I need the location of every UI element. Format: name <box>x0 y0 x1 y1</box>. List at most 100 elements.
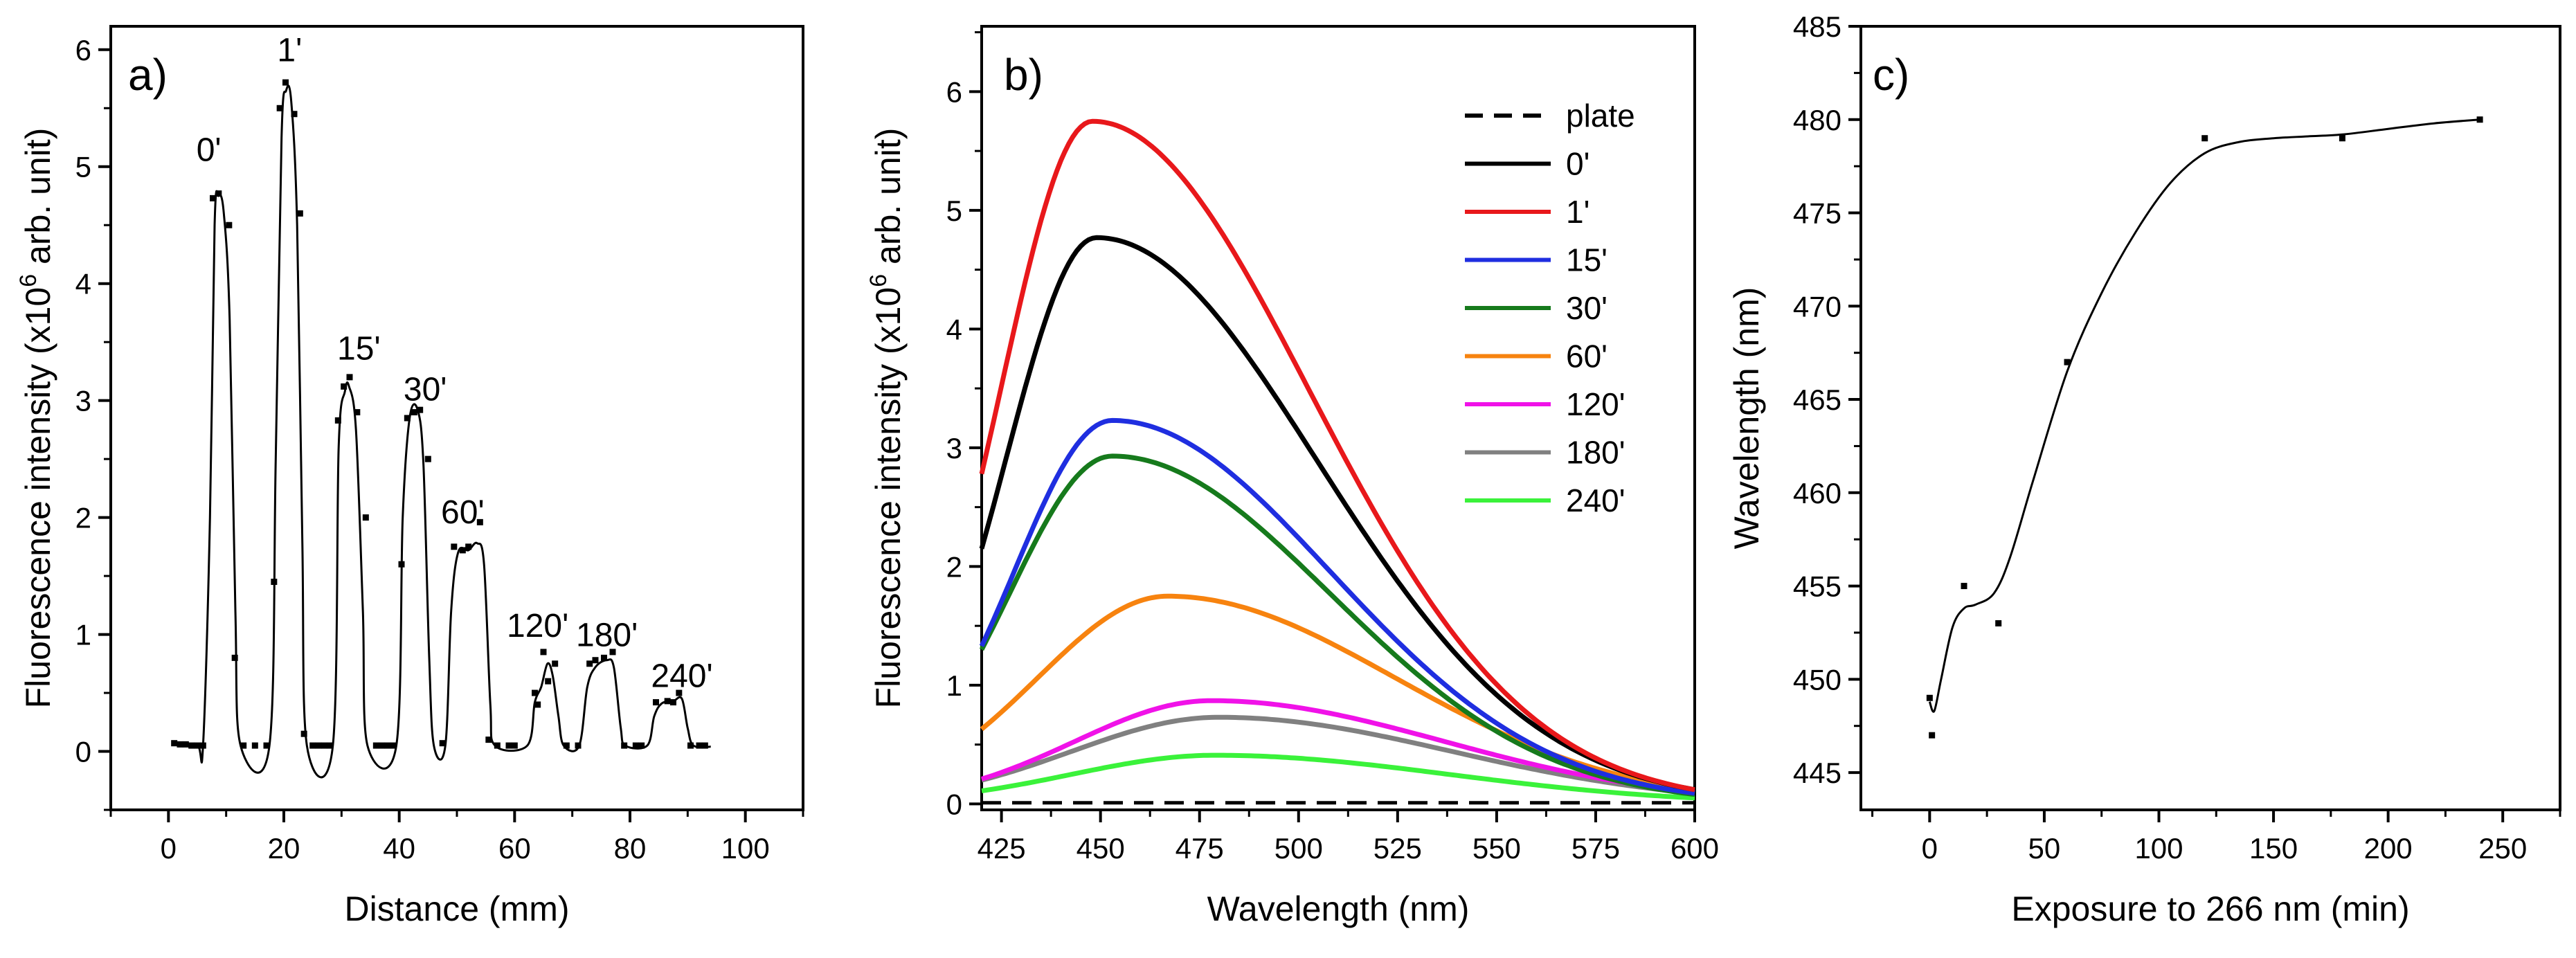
panel-a-xtick-label: 40 <box>383 832 415 865</box>
panel-a-data-point <box>411 409 417 416</box>
panel-a-data-point <box>494 742 501 749</box>
panel-a-data-point <box>354 409 361 416</box>
panel-a-data-points <box>171 79 708 749</box>
panel-b-xtick-label: 475 <box>1176 832 1224 865</box>
panel-b-legend-label: 60' <box>1566 338 1607 374</box>
panel-c-frame <box>1859 25 2561 811</box>
panel-a-data-point <box>621 742 628 749</box>
panel-b-series-line <box>979 235 1695 793</box>
panel-b-ytick-label: 1 <box>946 669 962 702</box>
panel-c-data-point <box>1929 732 1936 739</box>
panel-a-data-point <box>586 660 593 667</box>
panel-a-data-point <box>476 518 483 525</box>
panel-c-ytick-label: 450 <box>1793 663 1841 696</box>
panel-c-xtick-label: 200 <box>2364 832 2413 865</box>
panel-a-data-point <box>609 649 616 656</box>
panel-b-legend: plate 0' 1' 15' 30' 60' 120' 180' 240' <box>1465 98 1635 518</box>
panel-c-ytick-label: 460 <box>1793 477 1841 509</box>
panel-a-data-point <box>505 742 512 749</box>
panel-a-data-point <box>540 649 547 656</box>
panel-c-data-point <box>1961 583 1967 590</box>
panel-a-data-point <box>485 736 492 743</box>
panel-a-data-point <box>300 730 307 737</box>
panel-a-distance-profile: 0 20 40 60 80 100 0 1 2 3 4 5 6 0' 1' 15' 30' 60' 120' 180… <box>15 25 804 928</box>
panel-a-data-point <box>231 654 238 661</box>
panel-c-xtick-label: 150 <box>2249 832 2298 865</box>
panel-a-data-point <box>632 742 639 749</box>
panel-a-data-point <box>182 741 189 748</box>
panel-a-data-point <box>215 190 222 197</box>
panel-b-legend-label: 180' <box>1566 435 1625 471</box>
panel-b-ytick-label: 3 <box>946 432 962 464</box>
panel-a-data-point <box>545 678 552 685</box>
panel-c-ytick-label: 445 <box>1793 757 1841 789</box>
panel-a-data-point <box>696 742 703 749</box>
panel-c-ytick-label: 455 <box>1793 570 1841 603</box>
panel-a-annotation: 180' <box>576 617 638 653</box>
panel-b-xtick-label: 525 <box>1373 832 1422 865</box>
panel-a-ytick-label: 2 <box>75 502 91 534</box>
panel-a-data-point <box>171 740 178 747</box>
panel-a-data-point <box>334 417 341 424</box>
panel-a-annotations: 0' 1' 15' 30' 60' 120' 180' 240' <box>197 33 713 695</box>
panel-b-legend-label: 1' <box>1566 194 1589 230</box>
panel-a-data-point <box>534 701 541 708</box>
panel-c-data-point <box>1926 694 1933 701</box>
panel-a-data-point <box>362 514 369 521</box>
panel-a-data-point <box>398 561 405 568</box>
panel-a-data-point <box>315 742 322 749</box>
panel-a-data-point <box>439 740 446 747</box>
panel-c-data-point <box>1995 620 2002 626</box>
panel-a-ytick-label: 6 <box>75 34 91 66</box>
panel-a-data-point <box>296 210 303 217</box>
panel-a-data-point <box>451 543 458 550</box>
panel-a-data-point <box>417 406 424 413</box>
panel-c-label: c) <box>1873 50 1909 100</box>
panel-c-peak-wavelength: 0 50 100 150 200 250 445 450 455 460 465 470 475 480 4… <box>1727 10 2561 928</box>
panel-a-data-point <box>601 654 607 661</box>
panel-a-annotation: 60' <box>441 494 485 531</box>
panel-a-data-point <box>552 660 559 667</box>
panel-a-data-point <box>271 579 278 586</box>
panel-b-legend-label: 240' <box>1566 482 1625 518</box>
panel-c-data-points <box>1926 116 2483 739</box>
panel-a-data-point <box>346 374 353 381</box>
panel-a-data-point <box>188 742 195 749</box>
panel-a-data-point <box>199 742 206 749</box>
panel-a-ytick-label: 0 <box>75 736 91 768</box>
panel-a-ytick-label: 1 <box>75 619 91 651</box>
panel-a-ytick-label: 3 <box>75 385 91 417</box>
panel-b-ytick-label: 6 <box>946 75 962 108</box>
panel-b-series-line <box>980 698 1695 795</box>
panel-c-axes: 0 50 100 150 200 250 445 450 455 460 465 470 475 480 4… <box>1793 10 2561 865</box>
panel-b-ytick-label: 4 <box>946 313 962 345</box>
panel-a-data-point <box>194 742 201 749</box>
panel-a-data-point <box>404 415 411 422</box>
panel-b-xtick-label: 450 <box>1077 832 1125 865</box>
panel-a-data-point <box>592 657 599 664</box>
panel-a-annotation: 15' <box>337 331 381 368</box>
panel-a-data-point <box>424 455 431 462</box>
panel-a-label: a) <box>128 50 168 100</box>
panel-b-series-line <box>979 453 1695 797</box>
panel-c-ytick-label: 465 <box>1793 383 1841 416</box>
panel-a-data-point <box>291 111 298 118</box>
panel-b-ytick-label: 2 <box>946 550 962 583</box>
panel-a-xtick-label: 80 <box>614 832 647 865</box>
panel-c-data-point <box>2339 135 2345 142</box>
panel-c-ylabel: Wavelength (nm) <box>1727 287 1766 550</box>
panel-c-xtick-label: 250 <box>2478 832 2527 865</box>
panel-a-data-point <box>210 195 216 201</box>
panel-a-data-point <box>372 742 379 749</box>
panel-b-legend-label: 15' <box>1566 242 1607 278</box>
panel-a-annotation: 120' <box>507 608 568 644</box>
panel-c-data-point <box>2064 359 2071 365</box>
panel-a-data-point <box>226 222 233 228</box>
panel-a-data-point <box>670 699 676 706</box>
panel-c-xtick-label: 100 <box>2134 832 2183 865</box>
panel-a-data-point <box>263 742 270 749</box>
panel-c-data-point <box>2201 135 2208 142</box>
panel-c-fit-curve <box>1928 118 2480 713</box>
panel-b-xtick-label: 600 <box>1670 832 1719 865</box>
